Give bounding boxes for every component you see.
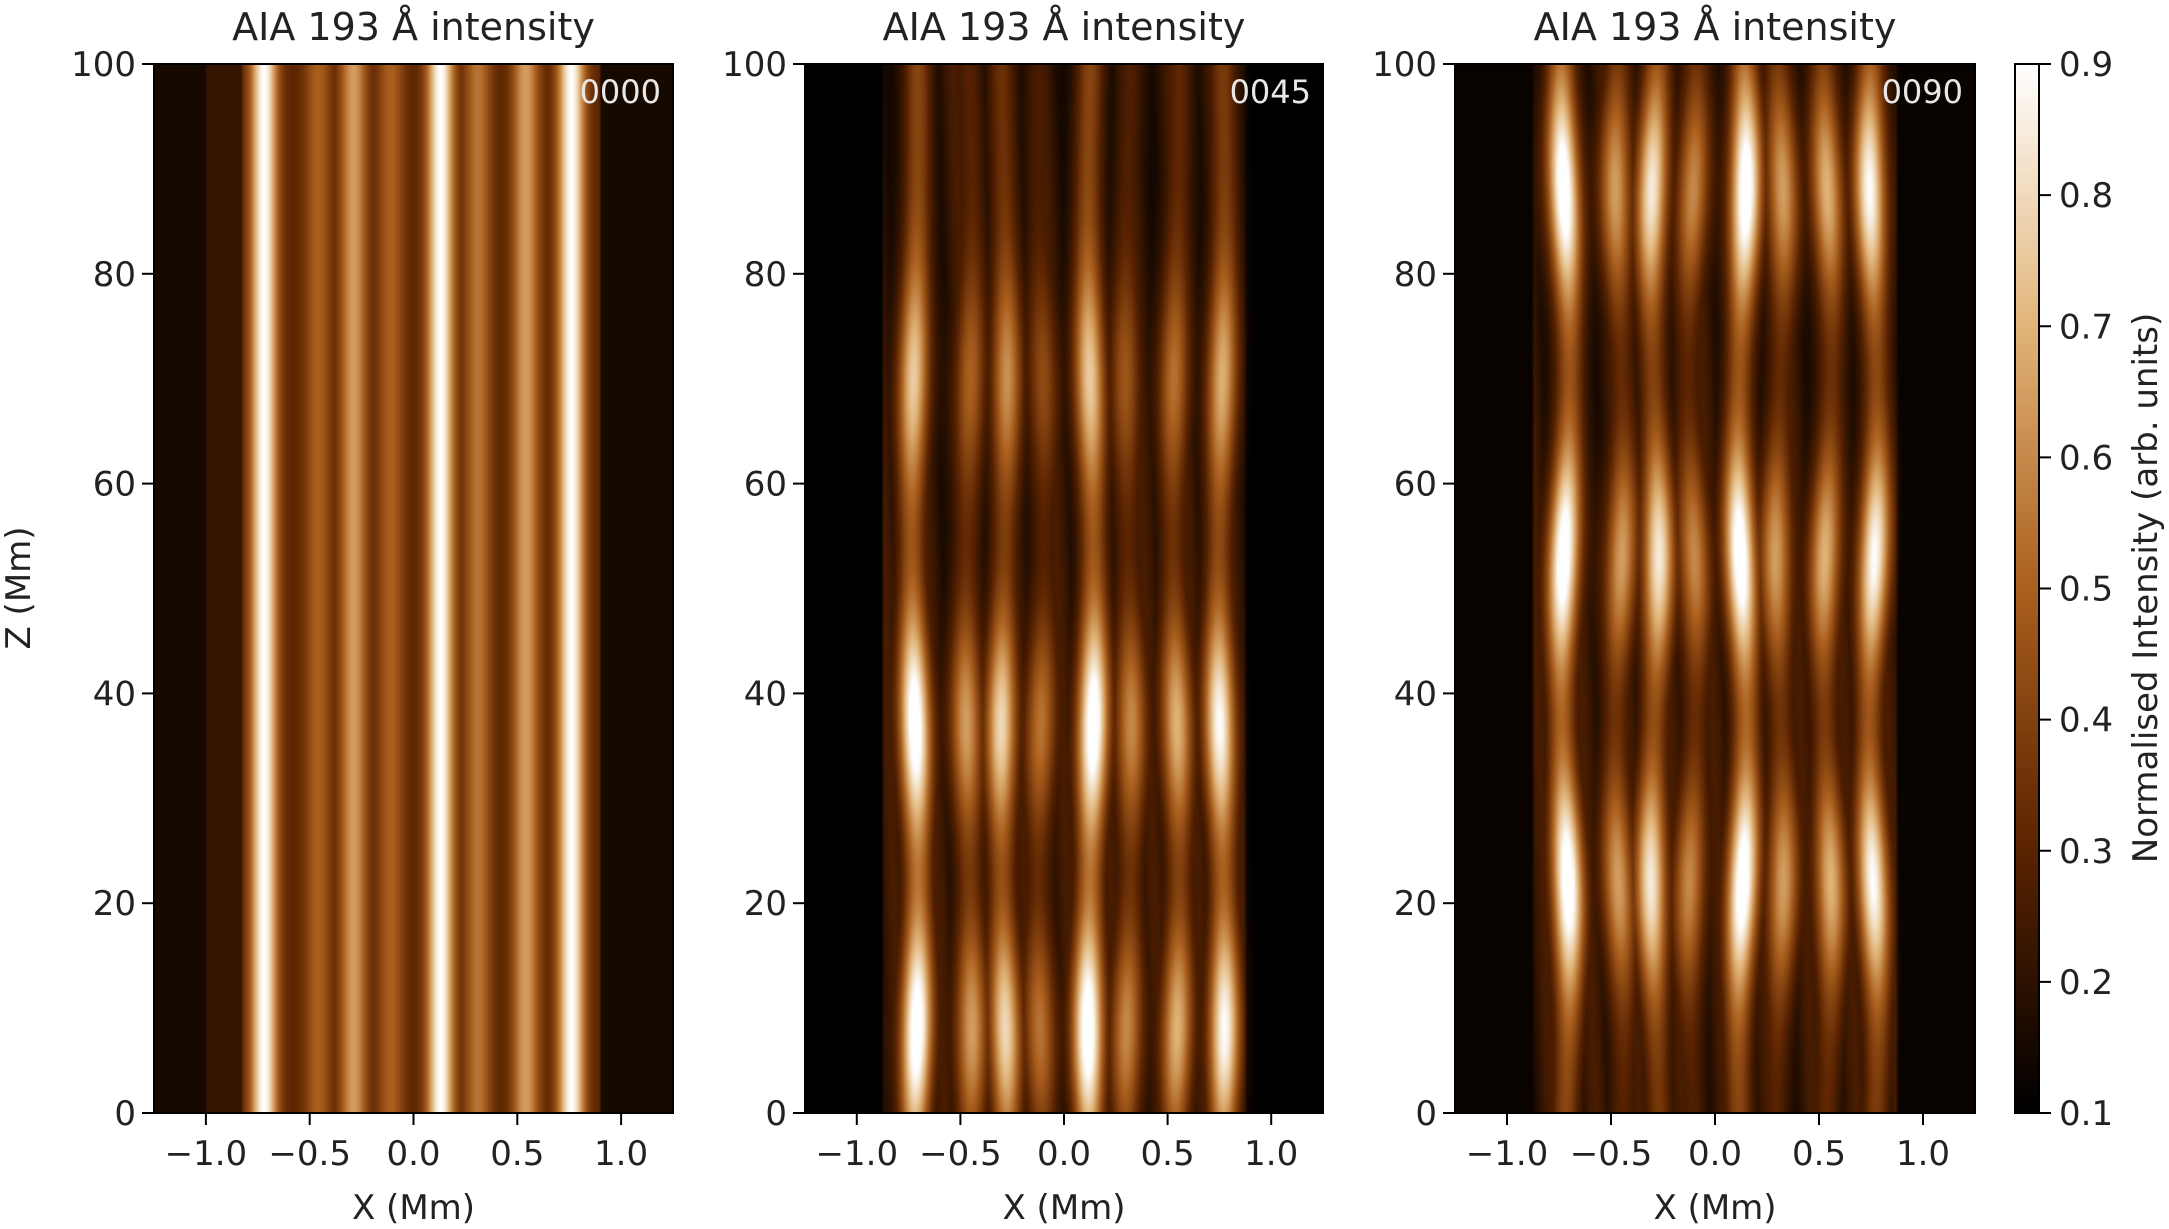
axes-frame	[1454, 63, 1976, 1114]
colorbar-label: Normalised Intensity (arb. units)	[2126, 313, 2166, 863]
frame-label: 0045	[1230, 73, 1311, 111]
colorbar-tick-label: 0.9	[2059, 45, 2113, 85]
x-tick-label: 0.0	[1688, 1134, 1742, 1174]
heatmap-panel-0090	[1455, 64, 1975, 1113]
frame-label: 0090	[1882, 73, 1963, 111]
x-tick-label: 0.0	[386, 1134, 440, 1174]
y-tick-label: 0	[1415, 1094, 1437, 1134]
colorbar-tick-label: 0.4	[2059, 701, 2113, 741]
x-tick-label: 1.0	[594, 1134, 648, 1174]
y-tick-label: 0	[765, 1094, 787, 1134]
y-tick-label: 80	[744, 255, 787, 295]
y-tick-label: 60	[93, 465, 136, 505]
y-tick-label: 100	[722, 45, 787, 85]
axes-2: AIA 193 Å intensity 0090 −1.0 −0.5 0.0 0.5 1.0…	[1372, 5, 1976, 1228]
y-tick-label: 20	[744, 884, 787, 924]
x-tick-label: −1.0	[816, 1134, 899, 1174]
x-axis-label: X (Mm)	[1002, 1188, 1125, 1228]
x-tick-label: 1.0	[1244, 1134, 1298, 1174]
colorbar-frame	[2014, 63, 2040, 1114]
x-tick-label: 0.0	[1037, 1134, 1091, 1174]
y-tick-label: 60	[1394, 465, 1437, 505]
y-tick-label: 20	[93, 884, 136, 924]
x-tick-label: −1.0	[165, 1134, 248, 1174]
x-tick-label: 0.5	[490, 1134, 544, 1174]
y-tick-label: 100	[1372, 45, 1437, 85]
y-tick-label: 40	[93, 674, 136, 714]
colorbar-tick-label: 0.2	[2059, 963, 2113, 1003]
colorbar-tick-label: 0.1	[2059, 1094, 2113, 1134]
x-tick-label: −0.5	[268, 1134, 351, 1174]
colorbar-tick-label: 0.5	[2059, 570, 2113, 610]
colorbar-gradient	[2015, 64, 2039, 1113]
y-tick-label: 80	[93, 255, 136, 295]
x-tick-label: −0.5	[1570, 1134, 1653, 1174]
y-axis-label: Z (Mm)	[0, 526, 39, 649]
axes-0: AIA 193 Å intensity 0000 −1.0 −0.5 0.0 0.5 1.0…	[0, 5, 674, 1228]
x-tick-label: 0.5	[1792, 1134, 1846, 1174]
x-tick-label: −0.5	[919, 1134, 1002, 1174]
x-tick-label: −1.0	[1466, 1134, 1549, 1174]
panel-title: AIA 193 Å intensity	[1534, 5, 1897, 49]
y-tick-label: 40	[1394, 674, 1437, 714]
x-tick-label: 1.0	[1896, 1134, 1950, 1174]
y-tick-label: 60	[744, 465, 787, 505]
axes-frame	[153, 63, 674, 1114]
panel-title: AIA 193 Å intensity	[883, 5, 1246, 49]
x-axis-label: X (Mm)	[352, 1188, 475, 1228]
colorbar-tick-label: 0.6	[2059, 438, 2113, 478]
frame-label: 0000	[580, 73, 661, 111]
colorbar-tick-label: 0.3	[2059, 832, 2113, 872]
colorbar-tick-label: 0.8	[2059, 176, 2113, 216]
x-tick-label: 0.5	[1141, 1134, 1195, 1174]
heatmap-panel-0045	[805, 64, 1323, 1113]
y-tick-label: 0	[114, 1094, 136, 1134]
colorbar: 0.1 0.2 0.3 0.4 0.5 0.6 0.7 0.8 0.9 Normalised In…	[2014, 45, 2166, 1134]
x-axis-label: X (Mm)	[1653, 1188, 1776, 1228]
panel-title: AIA 193 Å intensity	[232, 5, 595, 49]
heatmap-panel-0000	[154, 64, 673, 1113]
y-tick-label: 20	[1394, 884, 1437, 924]
y-tick-label: 100	[71, 45, 136, 85]
axes-1: AIA 193 Å intensity 0045 −1.0 −0.5 0.0 0.5 1.0…	[722, 5, 1324, 1228]
y-tick-label: 40	[744, 674, 787, 714]
colorbar-tick-label: 0.7	[2059, 307, 2113, 347]
y-tick-label: 80	[1394, 255, 1437, 295]
axes-frame	[804, 63, 1324, 1114]
